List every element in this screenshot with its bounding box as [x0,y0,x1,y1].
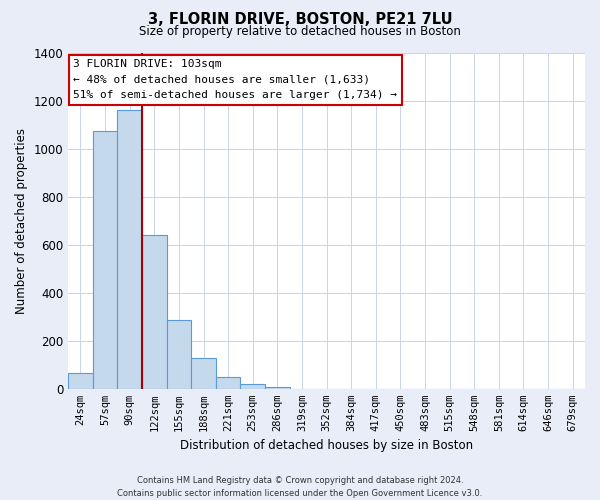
Text: 3, FLORIN DRIVE, BOSTON, PE21 7LU: 3, FLORIN DRIVE, BOSTON, PE21 7LU [148,12,452,28]
Bar [265,387,290,389]
Bar [191,358,216,389]
Text: Contains HM Land Registry data © Crown copyright and database right 2024.
Contai: Contains HM Land Registry data © Crown c… [118,476,482,498]
Text: 3 FLORIN DRIVE: 103sqm
← 48% of detached houses are smaller (1,633)
51% of semi-: 3 FLORIN DRIVE: 103sqm ← 48% of detached… [73,59,397,100]
X-axis label: Distribution of detached houses by size in Boston: Distribution of detached houses by size … [180,440,473,452]
Bar [142,235,167,389]
Text: Size of property relative to detached houses in Boston: Size of property relative to detached ho… [139,25,461,38]
Bar [216,378,241,389]
Bar [68,373,93,389]
Y-axis label: Number of detached properties: Number of detached properties [15,128,28,314]
Bar [241,384,265,389]
Bar [167,320,191,389]
Bar [118,110,142,389]
Bar [93,130,118,389]
